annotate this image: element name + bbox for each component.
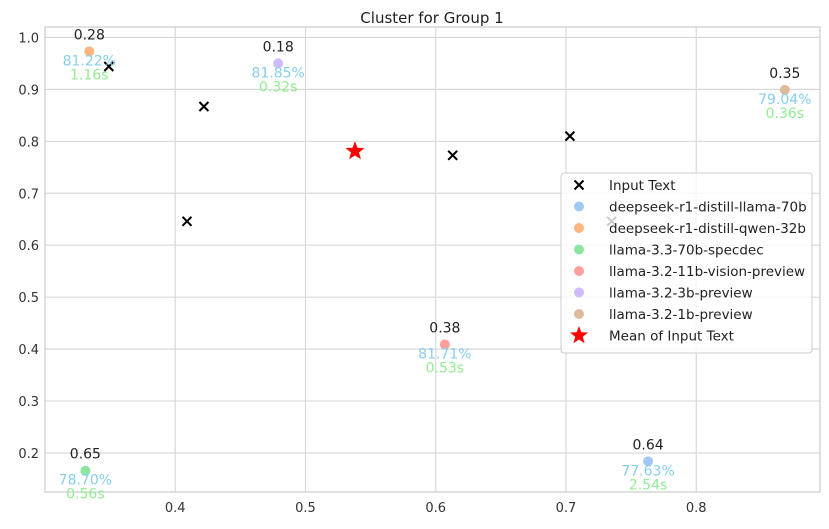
legend-label: llama-3.2-3b-preview bbox=[609, 286, 753, 302]
legend-label: llama-3.2-11b-vision-preview bbox=[609, 264, 805, 280]
input-text-marker bbox=[447, 150, 458, 161]
model-point bbox=[80, 465, 91, 476]
y-tick-label: 0.7 bbox=[18, 187, 39, 202]
y-tick-label: 0.9 bbox=[18, 83, 39, 98]
model-point bbox=[779, 84, 790, 95]
time-label: 0.56s bbox=[66, 487, 104, 503]
legend: Input Text deepseek-r1-distill-llama-70b d… bbox=[560, 172, 813, 354]
y-tick-label: 0.6 bbox=[18, 239, 39, 254]
x-tick-label: 0.6 bbox=[425, 501, 446, 516]
x-tick-label: 0.4 bbox=[165, 501, 186, 516]
legend-dot-icon bbox=[574, 223, 584, 233]
y-tick-label: 0.2 bbox=[18, 447, 39, 462]
y-tick-label: 0.4 bbox=[18, 343, 39, 358]
tick-labels: 0.4 0.5 0.6 0.7 0.8 0.2 0.3 0.4 0.5 0.6 0.7 0.8 0.9 1… bbox=[18, 31, 706, 516]
input-text-marker bbox=[198, 101, 210, 112]
accuracy-label: 79.04% bbox=[758, 92, 811, 108]
plot-area-frame bbox=[44, 26, 821, 493]
legend-star-icon bbox=[569, 326, 589, 344]
legend-label: deepseek-r1-distill-llama-70b bbox=[609, 200, 807, 216]
legend-label: Mean of Input Text bbox=[609, 329, 734, 345]
legend-dot-icon bbox=[574, 201, 584, 212]
model-point bbox=[439, 339, 450, 350]
chart-title: Cluster for Group 1 bbox=[360, 9, 503, 27]
time-label: 2.54s bbox=[629, 477, 667, 493]
legend-label: llama-3.3-70b-specdec bbox=[609, 243, 764, 259]
x-marker-stroke bbox=[573, 179, 585, 191]
y-tick-label: 0.3 bbox=[18, 395, 39, 410]
accuracy-label: 81.22% bbox=[63, 53, 116, 69]
y-tick-label: 0.8 bbox=[18, 135, 39, 150]
accuracy-label: 81.85% bbox=[251, 65, 304, 81]
score-label: 0.18 bbox=[263, 39, 294, 55]
accuracy-label: 81.71% bbox=[418, 346, 471, 362]
data-markers bbox=[80, 46, 790, 476]
legend-label: Input Text bbox=[609, 178, 676, 194]
x-marker-stroke bbox=[198, 101, 210, 112]
time-label: 0.32s bbox=[259, 79, 297, 95]
input-text-marker bbox=[103, 61, 115, 72]
model-point bbox=[273, 58, 284, 69]
input-text-marker bbox=[181, 216, 193, 227]
x-tick-label: 0.8 bbox=[686, 501, 707, 516]
legend-label: deepseek-r1-distill-qwen-32b bbox=[609, 221, 806, 237]
legend-dot-icon bbox=[574, 266, 584, 276]
x-tick-label: 0.5 bbox=[295, 501, 316, 516]
legend-dot-icon bbox=[574, 309, 584, 319]
x-marker-stroke bbox=[564, 130, 576, 142]
accuracy-label: 77.63% bbox=[621, 463, 674, 479]
legend-x-icon bbox=[573, 179, 585, 191]
score-label: 0.35 bbox=[769, 66, 800, 82]
legend-label: llama-3.2-1b-preview bbox=[609, 307, 753, 323]
legend-box bbox=[560, 172, 813, 354]
input-text-marker bbox=[564, 130, 576, 142]
y-tick-label: 1.0 bbox=[18, 31, 39, 46]
time-label: 0.36s bbox=[766, 106, 804, 122]
legend-dot-icon bbox=[574, 244, 584, 255]
data-annotations: 0.64 77.63%2.54s 0.28 81.22%1.16s 0.65 78.70%… bbox=[59, 27, 812, 502]
x-tick-label: 0.7 bbox=[556, 501, 577, 516]
x-marker-stroke bbox=[103, 61, 115, 72]
x-marker-stroke bbox=[447, 150, 458, 161]
score-label: 0.28 bbox=[74, 27, 105, 43]
y-tick-label: 0.5 bbox=[18, 291, 39, 306]
score-label: 0.64 bbox=[632, 437, 663, 453]
score-label: 0.38 bbox=[429, 320, 460, 336]
accuracy-label: 78.70% bbox=[59, 473, 112, 489]
time-label: 1.16s bbox=[70, 67, 108, 83]
time-label: 0.53s bbox=[426, 360, 464, 376]
score-label: 0.65 bbox=[70, 447, 101, 463]
legend-dot-icon bbox=[574, 287, 584, 298]
x-marker-stroke bbox=[181, 216, 193, 227]
mean-star-marker bbox=[345, 141, 365, 160]
model-point bbox=[643, 456, 654, 467]
model-point bbox=[84, 46, 95, 57]
